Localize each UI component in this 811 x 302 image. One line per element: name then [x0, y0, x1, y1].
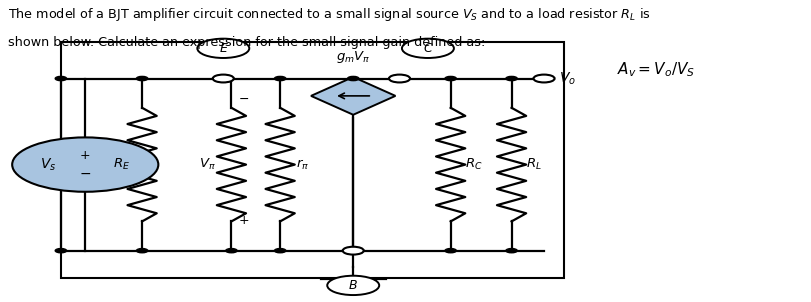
- Circle shape: [505, 249, 517, 253]
- Circle shape: [401, 39, 453, 58]
- Circle shape: [388, 75, 410, 82]
- Text: $r_{\pi}$: $r_{\pi}$: [296, 158, 309, 172]
- Text: C: C: [423, 42, 431, 55]
- Text: $R_C$: $R_C$: [464, 157, 482, 172]
- Circle shape: [274, 249, 285, 253]
- Text: E: E: [219, 42, 227, 55]
- Circle shape: [136, 76, 148, 81]
- Text: shown below. Calculate an expression for the small signal gain defined as:: shown below. Calculate an expression for…: [8, 36, 485, 49]
- Circle shape: [225, 249, 237, 253]
- Text: $A_v = V_o/V_S$: $A_v = V_o/V_S$: [616, 60, 694, 79]
- Circle shape: [136, 249, 148, 253]
- Text: $V_o$: $V_o$: [558, 70, 575, 87]
- Circle shape: [55, 76, 67, 81]
- Text: $R_E$: $R_E$: [114, 157, 130, 172]
- Circle shape: [347, 76, 358, 81]
- Text: +: +: [79, 149, 91, 162]
- Text: −: −: [79, 167, 91, 181]
- Circle shape: [533, 75, 554, 82]
- Text: −: −: [238, 93, 248, 106]
- Bar: [61, 42, 564, 278]
- Polygon shape: [311, 77, 395, 115]
- Text: $g_m V_{\pi}$: $g_m V_{\pi}$: [336, 50, 370, 65]
- Circle shape: [505, 76, 517, 81]
- Text: B: B: [349, 279, 357, 292]
- Circle shape: [327, 276, 379, 295]
- Circle shape: [274, 76, 285, 81]
- Circle shape: [197, 39, 249, 58]
- Circle shape: [12, 137, 158, 192]
- Circle shape: [444, 249, 456, 253]
- Circle shape: [212, 75, 234, 82]
- Text: The model of a BJT amplifier circuit connected to a small signal source $V_S$ an: The model of a BJT amplifier circuit con…: [8, 6, 650, 23]
- Text: $V_{\pi}$: $V_{\pi}$: [199, 157, 215, 172]
- Circle shape: [55, 249, 67, 253]
- Circle shape: [444, 76, 456, 81]
- Circle shape: [342, 247, 363, 255]
- Text: $V_s$: $V_s$: [41, 156, 57, 173]
- Text: +: +: [238, 214, 249, 227]
- Text: $R_L$: $R_L$: [526, 157, 542, 172]
